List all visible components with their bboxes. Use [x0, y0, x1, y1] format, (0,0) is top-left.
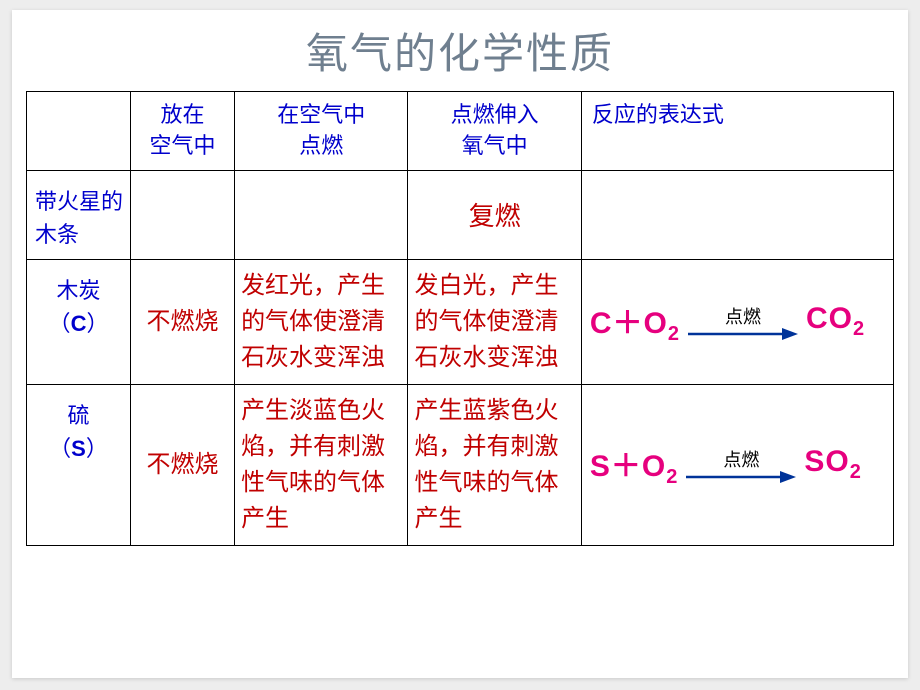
header-col2-line2: 点燃: [299, 133, 343, 158]
page-title: 氧气的化学性质: [26, 10, 894, 91]
slide: 氧气的化学性质 放在 空气中 在空气中 点燃 点燃伸入 氧气中 反应的表达式 带…: [12, 10, 908, 678]
row-sulfur: 硫 （S） 不燃烧 产生淡蓝色火焰，并有刺激性气味的气体产生 产生蓝紫色火焰，并…: [27, 384, 894, 545]
carbon-label-text: 木炭: [57, 278, 101, 303]
table-header-row: 放在 空气中 在空气中 点燃 点燃伸入 氧气中 反应的表达式: [27, 92, 894, 171]
header-ignite-oxygen: 点燃伸入 氧气中: [408, 92, 581, 171]
arrow-icon: [686, 470, 796, 484]
carbon-symbol: C: [71, 311, 87, 336]
sulfur-eq-left: S＋O2: [590, 441, 678, 489]
carbon-col3: 发白光，产生的气体使澄清石灰水变浑浊: [408, 259, 581, 384]
rowlabel-splint: 带火星的木条: [27, 170, 131, 259]
reaction-arrow: 点燃: [688, 303, 798, 341]
header-blank: [27, 92, 131, 171]
carbon-eq-right: CO2: [806, 302, 865, 341]
carbon-equation: C＋O2 点燃 CO2: [590, 298, 887, 346]
arrow-label: 点燃: [725, 303, 761, 329]
rowlabel-carbon: 木炭 （C）: [27, 259, 131, 384]
carbon-eq-left: C＋O2: [590, 298, 680, 346]
row-splint: 带火星的木条 复燃: [27, 170, 894, 259]
sulfur-eq-right: SO2: [804, 445, 861, 484]
arrow-icon: [688, 327, 798, 341]
sulfur-col2: 产生淡蓝色火焰，并有刺激性气味的气体产生: [235, 384, 408, 545]
splint-col3: 复燃: [408, 170, 581, 259]
sulfur-col1: 不燃烧: [131, 384, 235, 545]
properties-table: 放在 空气中 在空气中 点燃 点燃伸入 氧气中 反应的表达式 带火星的木条 复燃…: [26, 91, 894, 546]
header-col3-line1: 点燃伸入: [451, 102, 539, 127]
header-col3-line2: 氧气中: [462, 133, 528, 158]
row-carbon: 木炭 （C） 不燃烧 发红光，产生的气体使澄清石灰水变浑浊 发白光，产生的气体使…: [27, 259, 894, 384]
splint-col2: [235, 170, 408, 259]
header-in-air: 放在 空气中: [131, 92, 235, 171]
carbon-equation-cell: C＋O2 点燃 CO2: [581, 259, 893, 384]
header-ignite-air: 在空气中 点燃: [235, 92, 408, 171]
arrow-label: 点燃: [723, 446, 759, 472]
header-col2-line1: 在空气中: [277, 102, 365, 127]
header-equation: 反应的表达式: [581, 92, 893, 171]
carbon-col2: 发红光，产生的气体使澄清石灰水变浑浊: [235, 259, 408, 384]
rowlabel-sulfur: 硫 （S）: [27, 384, 131, 545]
splint-col4: [581, 170, 893, 259]
carbon-col1: 不燃烧: [131, 259, 235, 384]
sulfur-label-text: 硫: [68, 403, 90, 428]
header-col1-line1: 放在: [161, 102, 205, 127]
splint-col1: [131, 170, 235, 259]
header-col1-line2: 空气中: [150, 133, 216, 158]
sulfur-equation-cell: S＋O2 点燃 SO2: [581, 384, 893, 545]
sulfur-equation: S＋O2 点燃 SO2: [590, 441, 887, 489]
reaction-arrow: 点燃: [686, 446, 796, 484]
sulfur-col3: 产生蓝紫色火焰，并有刺激性气味的气体产生: [408, 384, 581, 545]
sulfur-symbol: S: [71, 436, 86, 461]
